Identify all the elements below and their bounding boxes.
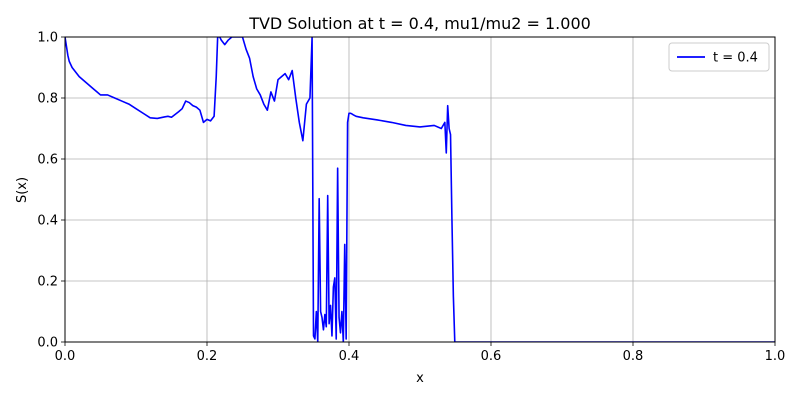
x-tick-label: 0.8 — [623, 349, 644, 364]
y-tick-label: 0.0 — [37, 336, 58, 351]
x-tick-label: 0.0 — [55, 349, 76, 364]
plot-area — [65, 37, 775, 342]
series-line — [65, 37, 775, 342]
y-tick-label: 0.6 — [37, 153, 58, 168]
series-layer — [65, 37, 775, 342]
y-axis-ticks: 0.0 0.2 0.4 0.6 0.8 1.0 — [37, 31, 65, 351]
y-tick-label: 0.2 — [37, 275, 58, 290]
y-tick-label: 1.0 — [37, 31, 58, 46]
legend: t = 0.4 — [668, 42, 770, 72]
x-axis-label: x — [416, 371, 424, 386]
y-axis-label: S(x) — [15, 177, 30, 203]
x-tick-label: 1.0 — [765, 349, 786, 364]
x-tick-label: 0.2 — [197, 349, 218, 364]
x-tick-label: 0.4 — [339, 349, 360, 364]
x-tick-label: 0.6 — [481, 349, 502, 364]
chart-title: TVD Solution at t = 0.4, mu1/mu2 = 1.000 — [248, 14, 591, 33]
plot-frame — [64, 36, 776, 343]
y-tick-label: 0.8 — [37, 92, 58, 107]
legend-box — [668, 42, 770, 72]
y-tick-label: 0.4 — [37, 214, 58, 229]
x-axis-ticks: 0.0 0.2 0.4 0.6 0.8 1.0 — [55, 342, 786, 364]
legend-label: t = 0.4 — [713, 51, 758, 66]
